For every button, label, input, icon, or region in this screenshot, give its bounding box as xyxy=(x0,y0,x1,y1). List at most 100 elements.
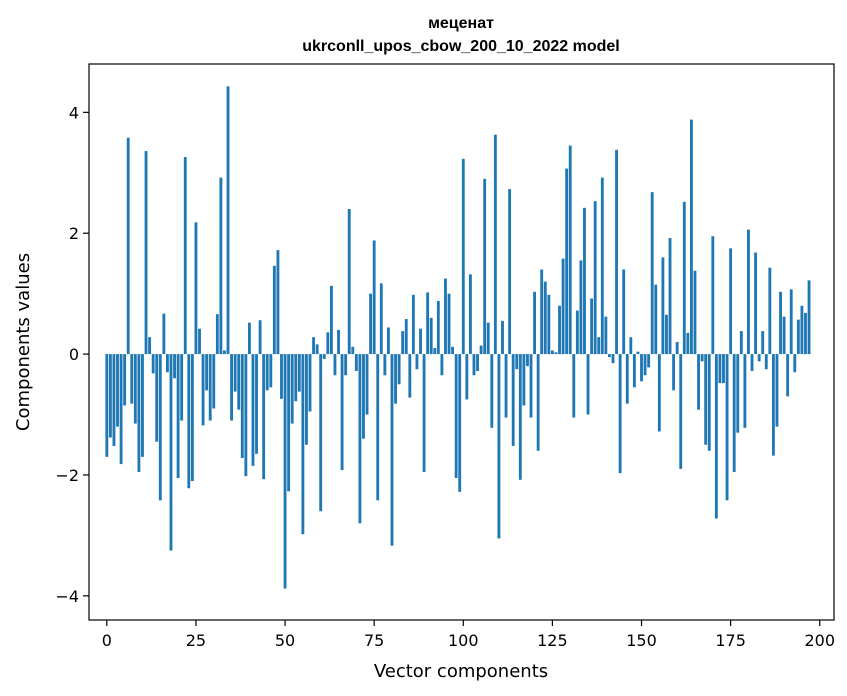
bar xyxy=(233,354,237,392)
bar xyxy=(212,354,216,409)
bar xyxy=(657,354,661,432)
bar xyxy=(190,354,194,481)
bar xyxy=(675,342,679,355)
bar xyxy=(654,284,658,355)
bar xyxy=(176,354,180,478)
y-tick-label: 0 xyxy=(69,345,79,364)
bar xyxy=(479,345,483,355)
bar xyxy=(133,354,137,424)
bar xyxy=(575,310,579,355)
bar xyxy=(661,257,665,355)
bar xyxy=(326,332,330,355)
bar xyxy=(312,337,315,355)
bar xyxy=(786,354,790,397)
bar xyxy=(148,337,152,355)
bar xyxy=(344,354,348,376)
bar xyxy=(697,354,700,410)
bar xyxy=(565,168,569,355)
bar xyxy=(554,352,558,355)
bar xyxy=(155,354,159,442)
bar xyxy=(426,292,430,355)
bar xyxy=(526,354,529,367)
bar xyxy=(116,354,119,427)
bar xyxy=(294,354,298,402)
x-tick-label: 200 xyxy=(804,631,835,650)
bar xyxy=(693,270,697,355)
bars-group xyxy=(105,86,811,589)
bar xyxy=(436,300,440,355)
bar xyxy=(714,354,718,519)
bar xyxy=(511,354,515,446)
bar xyxy=(779,291,782,355)
bar xyxy=(800,305,804,355)
bar xyxy=(579,260,583,355)
bar xyxy=(604,316,608,355)
bar xyxy=(283,354,287,589)
bar xyxy=(629,337,633,355)
bar xyxy=(322,354,326,359)
bar xyxy=(572,354,576,418)
bar xyxy=(743,354,747,428)
bar xyxy=(750,354,754,372)
bar xyxy=(397,354,401,385)
bar xyxy=(198,328,201,355)
bar xyxy=(739,331,743,355)
bar xyxy=(280,354,283,399)
bar xyxy=(305,354,308,445)
bar xyxy=(493,134,497,355)
bar xyxy=(219,177,223,355)
bar xyxy=(351,346,355,355)
bar xyxy=(404,319,408,355)
bar xyxy=(247,322,251,355)
bar xyxy=(223,350,226,355)
bar xyxy=(258,320,262,355)
bar xyxy=(187,354,191,489)
bar xyxy=(347,209,351,355)
bar xyxy=(130,354,134,404)
bar xyxy=(497,354,501,539)
bar xyxy=(108,354,112,438)
bar xyxy=(622,269,626,355)
bar xyxy=(679,354,683,469)
bar xyxy=(269,354,273,388)
bar xyxy=(636,351,640,355)
bar xyxy=(255,354,258,454)
bar xyxy=(704,354,708,445)
x-tick-label: 100 xyxy=(448,631,479,650)
bar xyxy=(632,354,636,388)
bar xyxy=(126,137,130,355)
bar xyxy=(718,354,722,384)
bar xyxy=(689,119,693,355)
bar xyxy=(540,269,544,355)
bar xyxy=(119,354,123,465)
bar xyxy=(568,145,572,355)
bar xyxy=(173,354,176,379)
bar xyxy=(650,192,654,355)
bar xyxy=(600,177,604,355)
bar xyxy=(333,354,337,376)
bar xyxy=(558,305,561,355)
bar xyxy=(640,354,643,382)
bar xyxy=(444,278,447,355)
bar xyxy=(340,354,344,471)
bar xyxy=(230,354,234,421)
bar xyxy=(141,354,144,457)
x-tick-label: 175 xyxy=(715,631,746,650)
bar xyxy=(287,354,291,492)
y-axis-ticks: −4 −2 0 2 4 xyxy=(55,103,89,606)
bar xyxy=(547,294,551,355)
x-axis-label: Vector components xyxy=(374,661,548,682)
bar xyxy=(722,354,725,384)
bar xyxy=(376,354,380,501)
bar xyxy=(518,354,522,480)
bar xyxy=(337,329,340,355)
y-tick-label: −4 xyxy=(55,587,79,606)
bar xyxy=(454,354,458,478)
bar xyxy=(643,354,647,376)
bar xyxy=(208,354,212,421)
bar xyxy=(194,222,198,355)
bar xyxy=(775,354,779,427)
bar xyxy=(451,346,455,355)
bar xyxy=(415,354,419,370)
